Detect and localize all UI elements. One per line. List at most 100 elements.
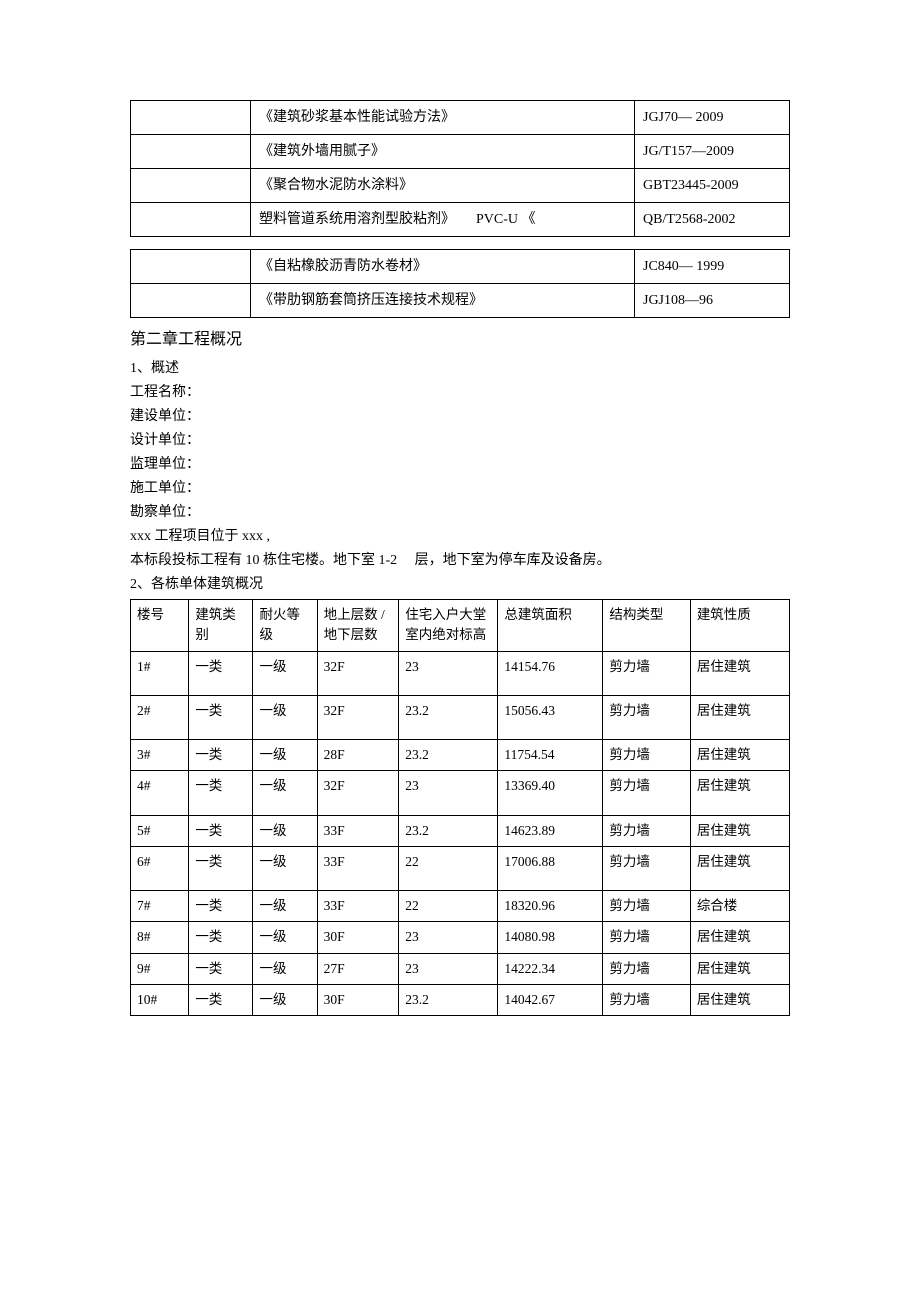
building-floors: 32F: [317, 651, 399, 695]
building-elev: 23.2: [399, 984, 498, 1015]
building-floors: 33F: [317, 846, 399, 890]
building-cat: 一类: [189, 815, 253, 846]
table-header: 结构类型: [603, 600, 690, 652]
standard-name: 《建筑外墙用腻子》: [251, 135, 635, 169]
building-elev: 23: [399, 953, 498, 984]
building-floors: 30F: [317, 922, 399, 953]
text-line: 工程名称：: [130, 382, 790, 403]
building-area: 14154.76: [498, 651, 603, 695]
building-type: 居住建筑: [690, 695, 789, 739]
standard-code: GBT23445-2009: [635, 169, 790, 203]
text-line: xxx 工程项目位于 xxx ,: [130, 526, 790, 547]
building-type: 居住建筑: [690, 815, 789, 846]
building-cat: 一类: [189, 922, 253, 953]
building-elev: 23.2: [399, 740, 498, 771]
chapter-title: 第二章工程概况: [130, 328, 790, 352]
building-type: 居住建筑: [690, 984, 789, 1015]
building-elev: 22: [399, 891, 498, 922]
empty-cell: [131, 135, 251, 169]
table-header: 耐火等级: [253, 600, 317, 652]
building-elev: 22: [399, 846, 498, 890]
text-line: 施工单位：: [130, 478, 790, 499]
table-header-row: 楼号建筑类别耐火等级地上层数 /地下层数住宅入户大堂室内绝对标高总建筑面积结构类…: [131, 600, 790, 652]
building-fire: 一级: [253, 740, 317, 771]
empty-cell: [131, 203, 251, 237]
building-fire: 一级: [253, 891, 317, 922]
building-floors: 33F: [317, 815, 399, 846]
building-type: 居住建筑: [690, 740, 789, 771]
building-cat: 一类: [189, 695, 253, 739]
building-struct: 剪力墙: [603, 953, 690, 984]
table-row: 1#一类一级32F2314154.76剪力墙居住建筑: [131, 651, 790, 695]
standard-code: JGJ70— 2009: [635, 101, 790, 135]
table-row: 5#一类一级33F23.214623.89剪力墙居住建筑: [131, 815, 790, 846]
building-area: 17006.88: [498, 846, 603, 890]
building-fire: 一级: [253, 846, 317, 890]
standard-name: 《带肋钢筋套筒挤压连接技术规程》: [251, 284, 635, 318]
building-elev: 23: [399, 771, 498, 815]
building-cat: 一类: [189, 984, 253, 1015]
text-line: 监理单位：: [130, 454, 790, 475]
table-row: 塑料管道系统用溶剂型胶粘剂》 PVC-U 《QB/T2568-2002: [131, 203, 790, 237]
building-no: 6#: [131, 846, 189, 890]
empty-cell: [131, 284, 251, 318]
standard-code: JG/T157—2009: [635, 135, 790, 169]
building-no: 7#: [131, 891, 189, 922]
building-struct: 剪力墙: [603, 651, 690, 695]
empty-cell: [131, 169, 251, 203]
building-area: 14222.34: [498, 953, 603, 984]
standards-table-1: 《建筑砂浆基本性能试验方法》JGJ70— 2009《建筑外墙用腻子》JG/T15…: [130, 100, 790, 237]
building-no: 3#: [131, 740, 189, 771]
table-row: 《聚合物水泥防水涂料》GBT23445-2009: [131, 169, 790, 203]
text-line: 勘察单位：: [130, 502, 790, 523]
standard-code: QB/T2568-2002: [635, 203, 790, 237]
building-type: 综合楼: [690, 891, 789, 922]
building-no: 4#: [131, 771, 189, 815]
table-row: 4#一类一级32F2313369.40剪力墙居住建筑: [131, 771, 790, 815]
building-fire: 一级: [253, 771, 317, 815]
building-area: 11754.54: [498, 740, 603, 771]
building-floors: 30F: [317, 984, 399, 1015]
standard-name: 塑料管道系统用溶剂型胶粘剂》 PVC-U 《: [251, 203, 635, 237]
building-no: 5#: [131, 815, 189, 846]
text-line: 本标段投标工程有 10 栋住宅楼。地下室 1-2 层，地下室为停车库及设备房。: [130, 550, 790, 571]
building-elev: 23: [399, 922, 498, 953]
building-type: 居住建筑: [690, 846, 789, 890]
building-cat: 一类: [189, 953, 253, 984]
table-row: 《带肋钢筋套筒挤压连接技术规程》JGJ108—96: [131, 284, 790, 318]
section-2-title: 2、各栋单体建筑概况: [130, 574, 790, 595]
building-area: 14042.67: [498, 984, 603, 1015]
building-no: 8#: [131, 922, 189, 953]
table-row: 《自粘橡胶沥青防水卷材》JC840— 1999: [131, 250, 790, 284]
table-header: 地上层数 /地下层数: [317, 600, 399, 652]
building-struct: 剪力墙: [603, 695, 690, 739]
building-struct: 剪力墙: [603, 922, 690, 953]
building-area: 15056.43: [498, 695, 603, 739]
building-fire: 一级: [253, 815, 317, 846]
building-no: 1#: [131, 651, 189, 695]
building-struct: 剪力墙: [603, 891, 690, 922]
building-fire: 一级: [253, 922, 317, 953]
section-1-title: 1、概述: [130, 358, 790, 379]
table-header: 总建筑面积: [498, 600, 603, 652]
building-type: 居住建筑: [690, 651, 789, 695]
building-no: 2#: [131, 695, 189, 739]
building-no: 10#: [131, 984, 189, 1015]
building-struct: 剪力墙: [603, 740, 690, 771]
text-line: 建设单位：: [130, 406, 790, 427]
empty-cell: [131, 250, 251, 284]
building-fire: 一级: [253, 695, 317, 739]
building-cat: 一类: [189, 740, 253, 771]
buildings-table: 楼号建筑类别耐火等级地上层数 /地下层数住宅入户大堂室内绝对标高总建筑面积结构类…: [130, 599, 790, 1016]
table-header: 建筑性质: [690, 600, 789, 652]
building-area: 14080.98: [498, 922, 603, 953]
empty-cell: [131, 101, 251, 135]
building-cat: 一类: [189, 771, 253, 815]
standard-code: JGJ108—96: [635, 284, 790, 318]
table-row: 9#一类一级27F2314222.34剪力墙居住建筑: [131, 953, 790, 984]
building-area: 14623.89: [498, 815, 603, 846]
table-header: 建筑类别: [189, 600, 253, 652]
standard-code: JC840— 1999: [635, 250, 790, 284]
building-elev: 23: [399, 651, 498, 695]
building-area: 18320.96: [498, 891, 603, 922]
